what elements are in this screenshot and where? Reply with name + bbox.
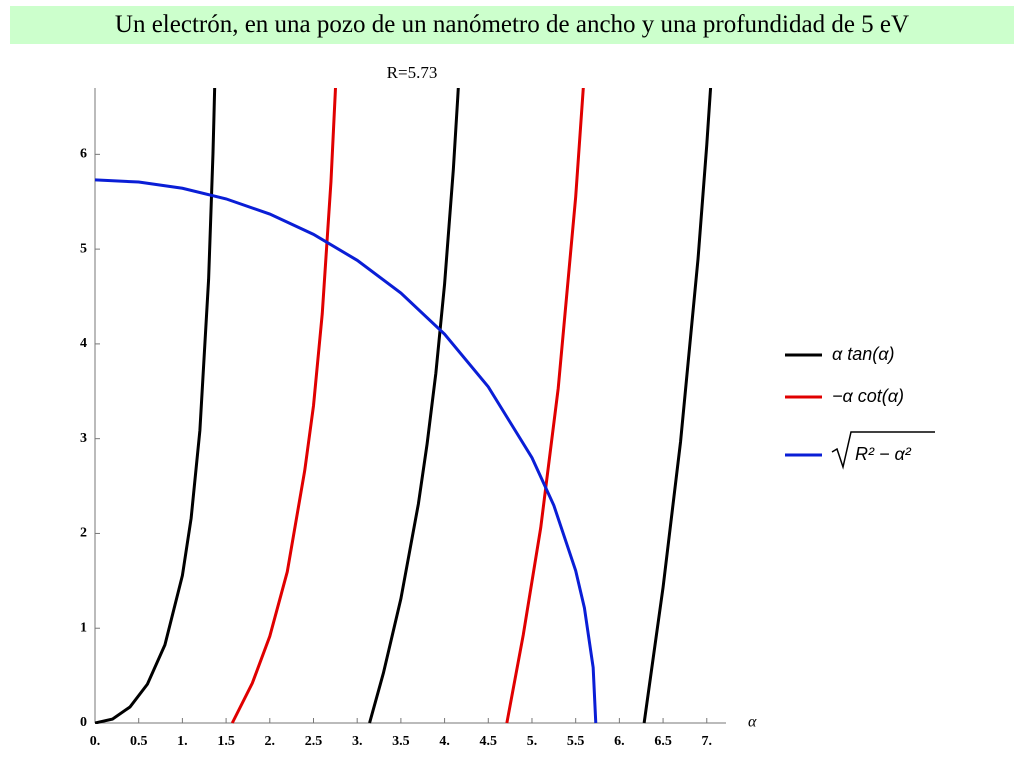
x-tick-label: 3.5 <box>392 734 410 749</box>
plot-title: R=5.73 <box>387 63 438 82</box>
radical-sign <box>831 431 935 470</box>
curve <box>95 178 598 724</box>
y-tick-label: 6 <box>80 147 87 162</box>
x-tick-label: 0.5 <box>130 734 148 749</box>
x-tick-label: 5. <box>527 734 538 749</box>
y-tick-label: 4 <box>80 336 87 351</box>
x-tick-label: 1.5 <box>217 734 235 749</box>
y-tick-label: 1 <box>80 620 87 635</box>
x-tick-label: 7. <box>702 734 713 749</box>
y-tick-label: 3 <box>80 431 87 446</box>
curve <box>230 88 585 724</box>
x-axis-label: α <box>748 714 757 731</box>
y-tick-label: 5 <box>80 241 87 256</box>
x-tick-label: 6. <box>614 734 625 749</box>
x-tick-label: 3. <box>352 734 363 749</box>
x-tick-label: 2. <box>265 734 276 749</box>
y-tick-label: 0 <box>80 715 87 730</box>
x-tick-label: 2.5 <box>305 734 323 749</box>
legend-label: −α cot(α) <box>832 386 904 406</box>
y-tick-label: 2 <box>80 526 87 541</box>
x-tick-label: 4. <box>439 734 450 749</box>
legend-label: R² − α² <box>855 444 912 464</box>
legend-label: α tan(α) <box>832 344 895 364</box>
slide-title: Un electrón, en una pozo de un nanómetro… <box>10 6 1014 44</box>
x-tick-label: 0. <box>90 734 101 749</box>
x-tick-label: 5.5 <box>567 734 585 749</box>
x-tick-label: 1. <box>177 734 188 749</box>
x-tick-label: 4.5 <box>480 734 498 749</box>
x-tick-label: 6.5 <box>654 734 672 749</box>
curve <box>95 88 713 724</box>
